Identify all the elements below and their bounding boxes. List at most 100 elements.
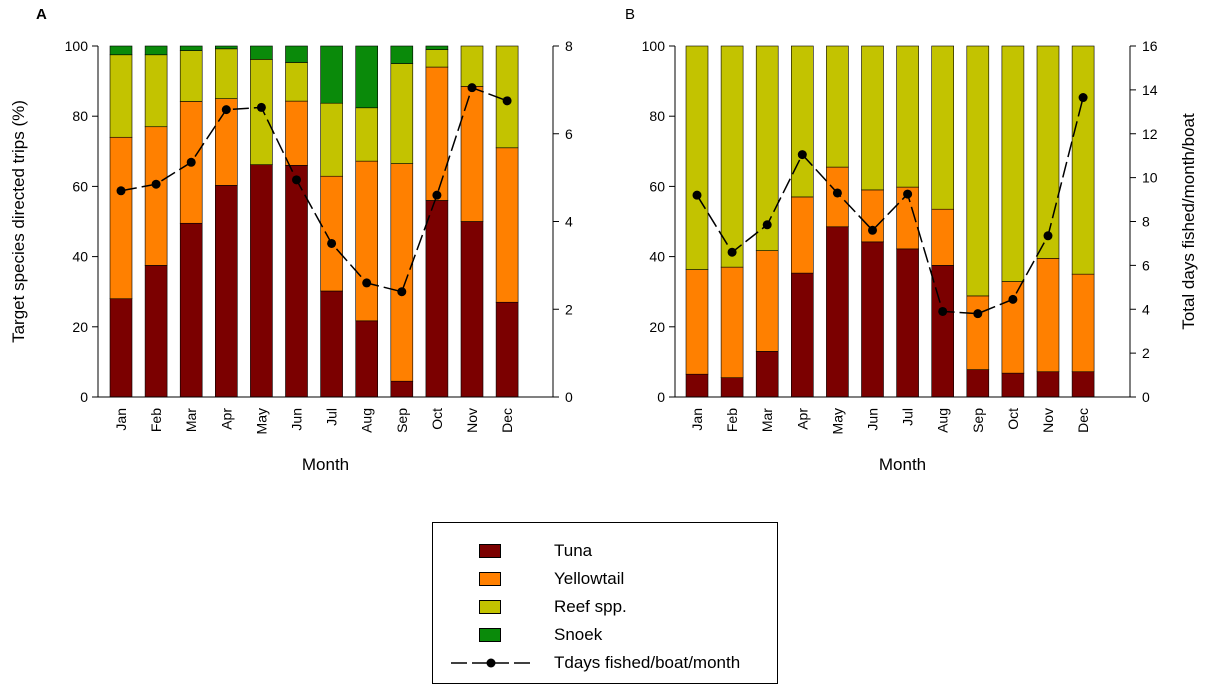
panel-a-bar-mar-snoek [179,45,203,51]
panel-a-bar-jul-tuna [320,290,343,398]
panel-a-bar-oct-tuna [425,200,449,398]
panel-b-xtick-label-jun: Jun [865,408,881,431]
panel-b-y2-axis-title: Total days fished/month/boat [1179,113,1198,330]
panel-b-y2tick-label-4: 4 [1142,301,1150,317]
panel-a-bar-jan-reefspp [109,54,133,138]
panel-b-bar-sep-yellowtail [966,295,990,370]
panel-a-ytick-label-0: 0 [80,389,88,405]
panel-b-bar-sep-tuna [966,369,990,398]
panel-a-bar-mar-reefspp [179,50,203,102]
panel-b-ytick-label-0: 0 [657,389,665,405]
panel-b-bar-may-tuna [826,226,849,398]
panel-a-xtick-label-dec: Dec [499,408,515,433]
panel-a-bar-apr-reefspp [215,48,238,99]
panel-a-days-point-jun [292,175,301,185]
legend: Tuna Yellowtail Reef spp. Snoek Tdays fi… [432,522,778,684]
panel-a-ytick-label-60: 60 [72,178,88,194]
panel-b-days-point-jun [868,225,877,235]
panel-a-bar-sep-yellowtail [390,163,414,382]
panel-b-xtick-label-jul: Jul [900,408,916,426]
legend-label-line: Tdays fished/boat/month [554,653,741,672]
legend-swatch-snoek [479,628,501,642]
panel-a-bar-may-snoek [250,45,273,60]
panel-a-bar-nov-reefspp [460,45,484,87]
panel-a-bar-mar-tuna [179,222,203,398]
panel-a-ytick-label-20: 20 [72,319,88,335]
panel-b-days-point-feb [727,247,737,257]
panel-a-xtick-label-jul: Jul [324,408,340,426]
panel-a-bar-nov-tuna [460,221,484,398]
panel-b-days-point-aug [938,306,948,316]
panel-a-bar-jun-yellowtail [285,100,308,166]
panel-a-y2tick-label-4: 4 [565,214,573,230]
panel-b-panel-label: B [625,6,635,23]
legend-swatch-tuna [479,544,501,558]
panel-a-bar-jan-snoek [109,45,133,56]
legend-item-line: Tdays fished/boat/month [433,652,779,674]
panel-a-bar-oct-snoek [425,45,449,50]
panel-b-ytick-label-80: 80 [649,108,665,124]
panel-b-bar-oct-tuna [1001,372,1025,398]
panel-b-y2tick-label-8: 8 [1142,214,1150,230]
panel-a-bar-sep-snoek [390,45,414,64]
panel-b-xtick-label-nov: Nov [1040,408,1056,433]
panel-a-bar-jan-tuna [109,298,133,398]
legend-item-yellowtail: Yellowtail [433,568,779,590]
panel-b-xtick-label-apr: Apr [794,408,810,430]
panel-a-bar-oct-reefspp [425,49,449,68]
panel-a-days-point-oct [432,190,442,200]
legend-label-snoek: Snoek [554,625,603,644]
panel-a-days-point-apr [221,105,231,115]
panel-a-days-point-feb [151,179,161,189]
panel-b-days-point-oct [1008,294,1018,304]
panel-b-xtick-label-oct: Oct [1005,408,1021,430]
panel-b-bar-mar-tuna [755,351,779,398]
panel-a-bar-apr-tuna [215,185,238,398]
panel-b-days-point-nov [1043,231,1053,241]
legend-item-reef: Reef spp. [433,596,779,618]
panel-b-bar-nov-tuna [1036,371,1060,398]
panel-b-xtick-label-feb: Feb [724,408,740,432]
panel-b-days-line [696,97,1084,315]
panel-b-bar-apr-reefspp [790,45,814,198]
panel-b-bar-feb-reefspp [720,45,744,268]
panel-b-bar-apr-tuna [790,272,814,398]
panel-a-bar-apr-snoek [215,45,238,50]
legend-swatch-reef [479,600,501,614]
panel-a-y2tick-label-2: 2 [565,301,573,317]
panel-b-bar-jun-tuna [861,241,884,398]
panel-a-xtick-label-may: May [253,408,269,434]
panel-b-bar-oct-reefspp [1001,45,1025,282]
panel-a-bar-feb-yellowtail [144,126,168,266]
panel-a-y-axis-title: Target species directed trips (%) [9,100,28,343]
panel-a-y2tick-label-8: 8 [565,38,573,54]
panel-b-y2tick-label-6: 6 [1142,257,1150,273]
legend-line-symbol [451,658,531,668]
panel-b-y2tick-label-12: 12 [1142,126,1158,142]
panel-a-ytick-label-40: 40 [72,249,88,265]
panel-b-bar-nov-yellowtail [1036,258,1060,373]
panel-a-bar-jul-snoek [320,45,343,104]
panel-a-bar-dec-tuna [495,301,519,398]
panel-a-bar-jun-reefspp [285,62,308,102]
panel-b-bar-jan-reefspp [685,45,709,270]
panel-b-bar-feb-tuna [720,377,744,398]
panel-b-bar-sep-reefspp [966,45,990,297]
panel-b-ytick-label-100: 100 [642,38,666,54]
panel-b-days-point-apr [797,150,807,160]
panel-b-y2tick-label-10: 10 [1142,170,1158,186]
panel-a-xtick-label-sep: Sep [394,408,410,433]
panel-b-bar-aug-yellowtail [931,208,955,266]
panel-b-days-point-sep [973,309,983,319]
panel-a-bar-aug-tuna [355,320,379,398]
panel-b-bar-apr-yellowtail [790,196,814,274]
panel-a-bar-feb-tuna [144,265,168,398]
panel-a-days-point-mar [186,157,196,167]
panel-b-days-point-jan [692,190,702,200]
panel-b-xtick-label-mar: Mar [759,408,775,432]
panel-b-xtick-label-sep: Sep [970,408,986,433]
panel-b-xtick-label-dec: Dec [1075,408,1091,433]
panel-a-bar-jul-yellowtail [320,175,343,292]
panel-a-y2tick-label-0: 0 [565,389,573,405]
